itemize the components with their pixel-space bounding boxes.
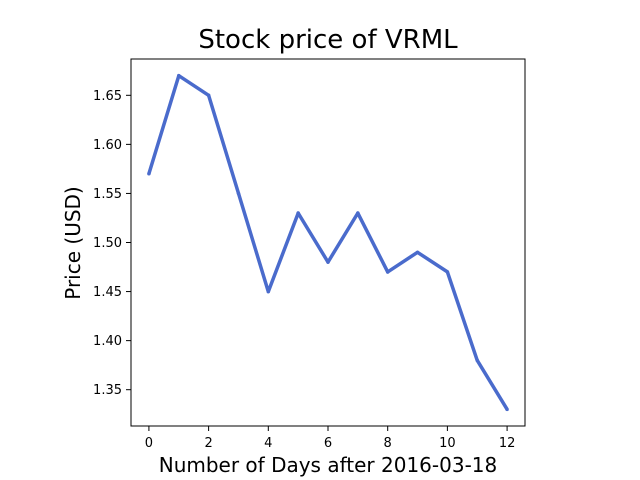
y-tick-label: 1.55 (93, 187, 122, 202)
data-point (147, 172, 151, 176)
chart-title: Stock price of VRML (198, 25, 458, 55)
axes-frame (130, 58, 526, 427)
data-point (296, 211, 300, 215)
data-point (356, 211, 360, 215)
series-line (147, 73, 509, 411)
data-point (177, 73, 181, 78)
x-tick-label: 10 (439, 436, 456, 451)
data-point (445, 270, 450, 274)
data-points (147, 73, 509, 412)
data-point (326, 260, 330, 264)
x-axis-ticks: 0 2 4 6 8 10 12 (145, 426, 516, 451)
y-tick-label: 1.40 (93, 334, 122, 349)
y-tick-label: 1.35 (93, 383, 122, 398)
x-tick-label: 0 (145, 436, 153, 451)
x-tick-label: 4 (264, 436, 272, 451)
data-point (475, 358, 479, 363)
y-tick-label: 1.45 (93, 285, 122, 300)
x-tick-label: 12 (499, 436, 516, 451)
data-point (415, 250, 420, 255)
x-tick-label: 2 (204, 436, 212, 451)
x-tick-label: 8 (384, 436, 392, 451)
x-axis-label: Number of Days after 2016-03-18 (159, 453, 498, 477)
data-point (266, 289, 271, 294)
x-tick-label: 6 (324, 436, 332, 451)
data-point (236, 191, 241, 196)
y-axis-label: Price (USD) (61, 186, 85, 300)
data-point (206, 93, 211, 98)
plot-area: 1.35 1.40 1.45 1.50 1.55 1.60 1.65 0 2 4 6 8 10 12 (93, 58, 526, 451)
data-point (385, 270, 390, 274)
y-tick-label: 1.65 (93, 89, 122, 104)
y-axis-ticks: 1.35 1.40 1.45 1.50 1.55 1.60 1.65 (93, 89, 131, 398)
y-tick-label: 1.60 (93, 138, 122, 153)
y-tick-label: 1.50 (93, 236, 122, 251)
data-point (505, 407, 509, 412)
